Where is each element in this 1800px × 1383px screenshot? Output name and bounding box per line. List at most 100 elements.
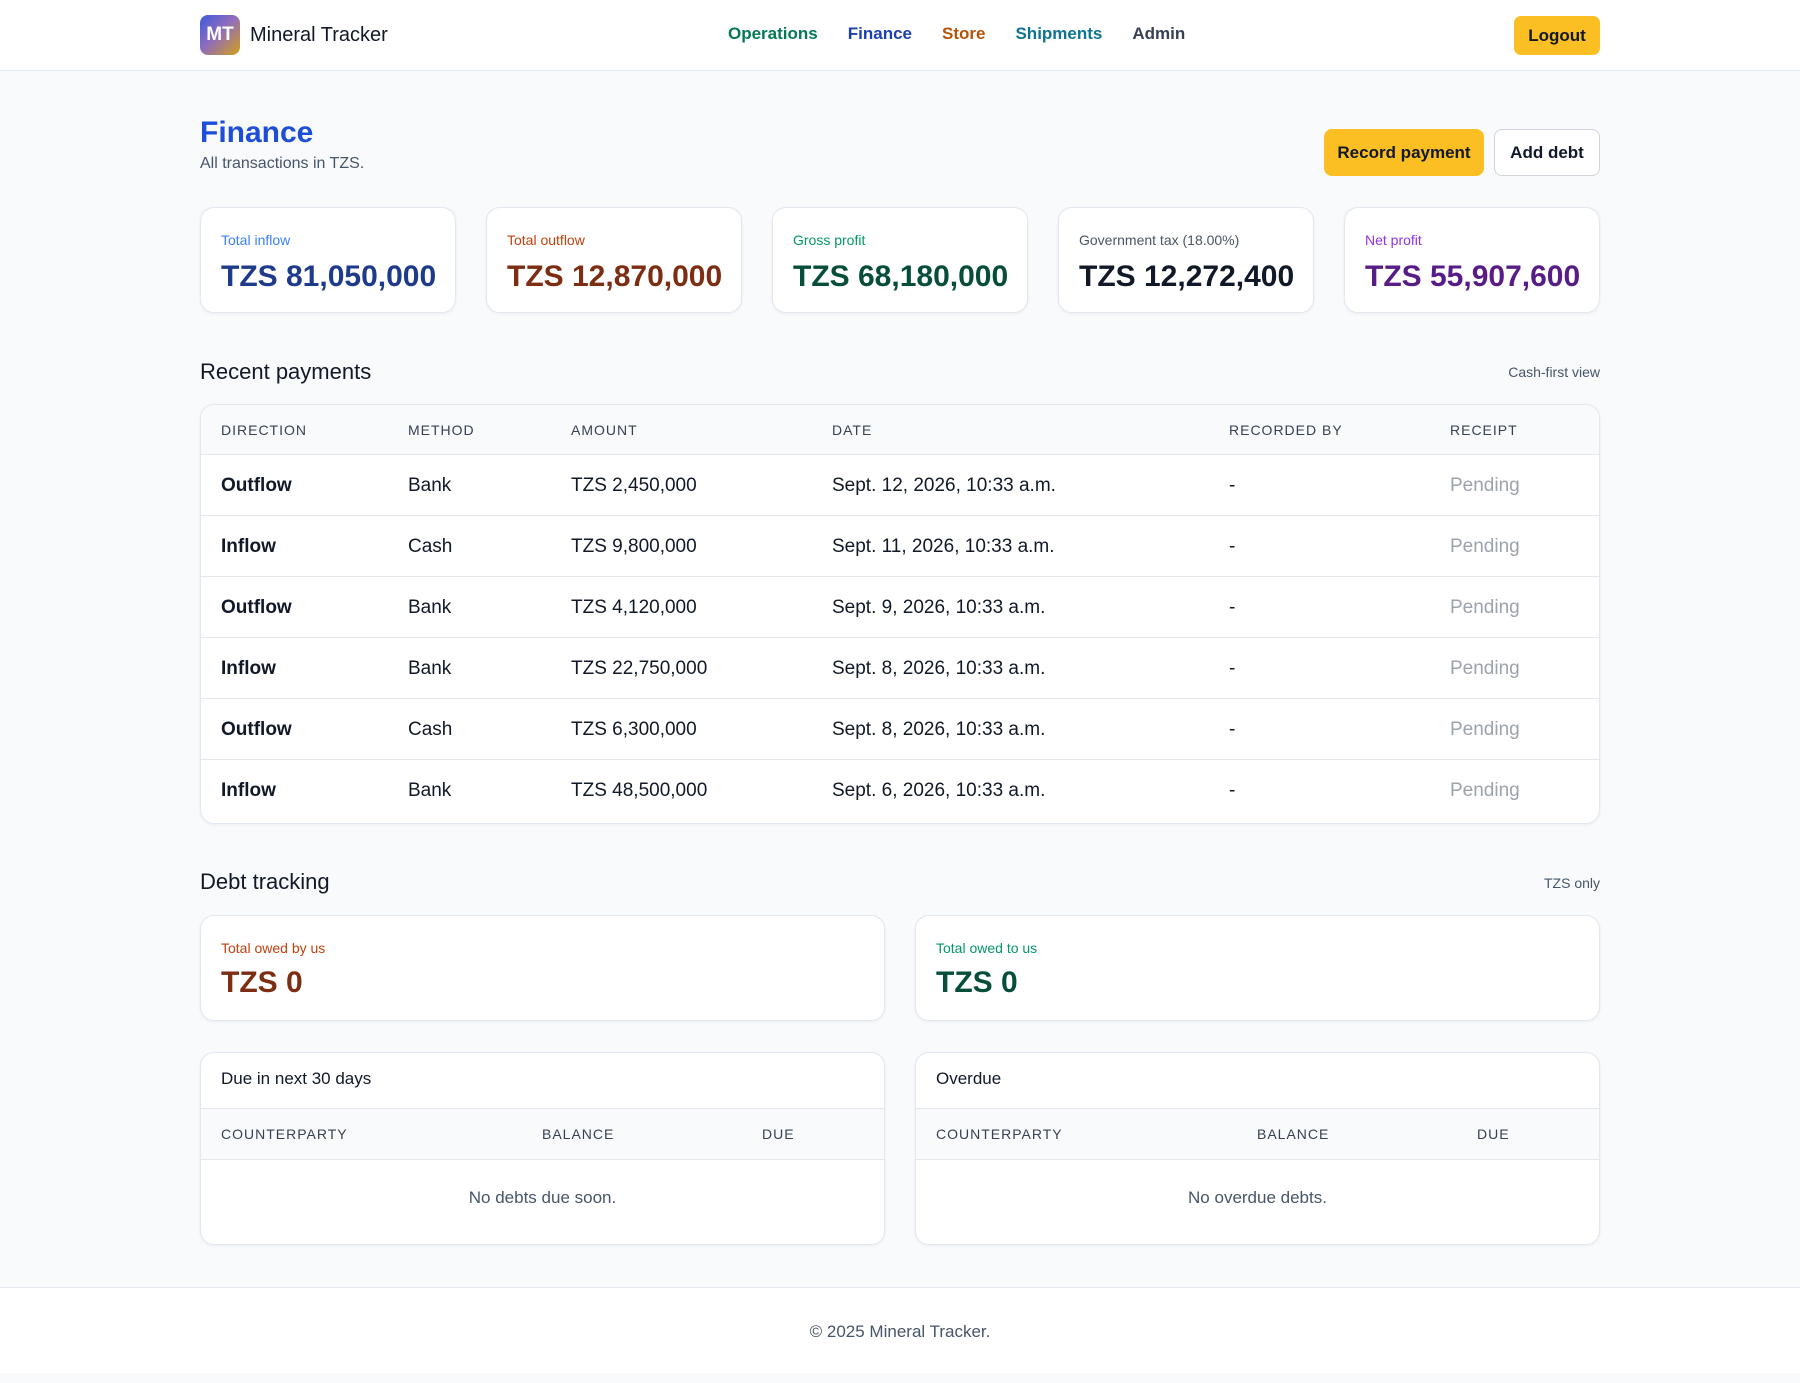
cell-method: Bank (408, 474, 452, 496)
stat-value: TZS 12,272,400 (1079, 260, 1295, 293)
logout-button[interactable]: Logout (1514, 16, 1600, 55)
cell-amount: TZS 4,120,000 (571, 596, 697, 618)
main-nav: Operations Finance Store Shipments Admin (728, 24, 1185, 44)
stat-value: TZS 55,907,600 (1365, 260, 1581, 293)
brand-name: Mineral Tracker (250, 23, 388, 46)
top-nav-bar: MT Mineral Tracker Operations Finance St… (0, 0, 1800, 71)
footer: © 2025 Mineral Tracker. (0, 1287, 1800, 1373)
cell-amount: TZS 48,500,000 (571, 779, 708, 801)
table-row[interactable]: Inflow Bank TZS 22,750,000 Sept. 8, 2026, 1… (201, 638, 1599, 699)
column-header-receipt: RECEIPT (1450, 422, 1518, 438)
cell-amount: TZS 6,300,000 (571, 718, 697, 740)
cell-method: Bank (408, 779, 452, 801)
cell-receipt: Pending (1450, 718, 1520, 740)
recent-payments-title: Recent payments (200, 359, 372, 384)
stat-value: TZS 68,180,000 (793, 260, 1009, 293)
cell-direction: Inflow (221, 779, 276, 801)
tzs-only-note: TZS only (1543, 875, 1600, 891)
page-subtitle: All transactions in TZS. (200, 155, 365, 172)
owed-by-us-label: Total owed by us (221, 940, 326, 956)
stat-label: Government tax (18.00%) (1079, 232, 1240, 248)
cell-date: Sept. 6, 2026, 10:33 a.m. (832, 779, 1046, 801)
column-header-due: DUE (762, 1126, 795, 1142)
page-title: Finance (200, 116, 314, 149)
owed-to-us-value: TZS 0 (936, 966, 1018, 999)
cell-receipt: Pending (1450, 535, 1520, 557)
cell-method: Cash (408, 535, 453, 557)
cell-recorded-by: - (1229, 718, 1236, 740)
cell-recorded-by: - (1229, 474, 1236, 496)
cell-date: Sept. 8, 2026, 10:33 a.m. (832, 657, 1046, 679)
table-header: DIRECTION METHOD AMOUNT DATE RECORDED BY… (201, 405, 1599, 455)
cell-method: Cash (408, 718, 453, 740)
cell-recorded-by: - (1229, 596, 1236, 618)
column-header-direction: DIRECTION (221, 422, 307, 438)
column-header-recorded-by: RECORDED BY (1229, 422, 1343, 438)
table-row[interactable]: Inflow Bank TZS 48,500,000 Sept. 6, 2026, 1… (201, 760, 1599, 821)
column-header-due: DUE (1477, 1126, 1510, 1142)
stat-card-net-profit: Net profit TZS 55,907,600 (1344, 207, 1600, 313)
cell-date: Sept. 11, 2026, 10:33 a.m. (832, 535, 1055, 557)
nav-store[interactable]: Store (942, 24, 986, 43)
table-row[interactable]: Outflow Bank TZS 2,450,000 Sept. 12, 2026, … (201, 455, 1599, 516)
cell-recorded-by: - (1229, 779, 1236, 801)
cell-receipt: Pending (1450, 474, 1520, 496)
cell-amount: TZS 22,750,000 (571, 657, 708, 679)
owed-by-us-value: TZS 0 (221, 966, 303, 999)
stat-label: Gross profit (793, 232, 866, 248)
cell-recorded-by: - (1229, 535, 1236, 557)
column-header-date: DATE (832, 422, 873, 438)
brand[interactable]: MT Mineral Tracker (200, 15, 388, 55)
cell-direction: Outflow (221, 596, 292, 618)
stat-card-government-tax: Government tax (18.00%) TZS 12,272,400 (1058, 207, 1314, 313)
brand-logo: MT (200, 15, 240, 55)
add-debt-button[interactable]: Add debt (1494, 129, 1600, 176)
footer-copyright: © 2025 Mineral Tracker. (809, 1322, 991, 1341)
column-header-balance: BALANCE (542, 1126, 615, 1142)
overdue-table-header: COUNTERPARTY BALANCE DUE (916, 1108, 1599, 1160)
cell-date: Sept. 9, 2026, 10:33 a.m. (832, 596, 1046, 618)
due-soon-panel: Due in next 30 days COUNTERPARTY BALANCE… (200, 1052, 885, 1245)
cell-recorded-by: - (1229, 657, 1236, 679)
overdue-empty-message: No overdue debts. (1188, 1188, 1327, 1207)
payments-table: DIRECTION METHOD AMOUNT DATE RECORDED BY… (200, 404, 1600, 824)
stat-label: Net profit (1365, 232, 1422, 248)
due-soon-empty-message: No debts due soon. (468, 1188, 617, 1207)
column-header-method: METHOD (408, 422, 475, 438)
cell-direction: Inflow (221, 657, 276, 679)
column-header-counterparty: COUNTERPARTY (221, 1126, 348, 1142)
table-row[interactable]: Inflow Cash TZS 9,800,000 Sept. 11, 2026, 1… (201, 516, 1599, 577)
table-row[interactable]: Outflow Cash TZS 6,300,000 Sept. 8, 2026, 1… (201, 699, 1599, 760)
cell-amount: TZS 9,800,000 (571, 535, 697, 557)
stat-value: TZS 12,870,000 (507, 260, 723, 293)
nav-finance[interactable]: Finance (847, 24, 912, 43)
debt-tracking-title: Debt tracking (200, 869, 330, 894)
cell-direction: Outflow (221, 474, 292, 496)
record-payment-button[interactable]: Record payment (1324, 129, 1484, 176)
due-soon-table-header: COUNTERPARTY BALANCE DUE (201, 1108, 884, 1160)
stat-card-gross-profit: Gross profit TZS 68,180,000 (772, 207, 1028, 313)
cell-method: Bank (408, 596, 452, 618)
stat-value: TZS 81,050,000 (221, 260, 437, 293)
cell-date: Sept. 12, 2026, 10:33 a.m. (832, 474, 1056, 496)
cell-receipt: Pending (1450, 779, 1520, 801)
owed-to-us-card: Total owed to us TZS 0 (915, 915, 1600, 1021)
cell-method: Bank (408, 657, 452, 679)
table-row[interactable]: Outflow Bank TZS 4,120,000 Sept. 9, 2026, 1… (201, 577, 1599, 638)
column-header-amount: AMOUNT (571, 422, 638, 438)
column-header-balance: BALANCE (1257, 1126, 1330, 1142)
owed-to-us-label: Total owed to us (936, 940, 1038, 956)
owed-by-us-card: Total owed by us TZS 0 (200, 915, 885, 1021)
cell-amount: TZS 2,450,000 (571, 474, 697, 496)
column-header-counterparty: COUNTERPARTY (936, 1126, 1063, 1142)
nav-admin[interactable]: Admin (1132, 24, 1186, 43)
nav-shipments[interactable]: Shipments (1015, 24, 1103, 43)
nav-operations[interactable]: Operations (728, 24, 818, 43)
stat-card-total-inflow: Total inflow TZS 81,050,000 (200, 207, 456, 313)
stat-label: Total inflow (221, 232, 291, 248)
cash-first-note: Cash-first view (1508, 364, 1600, 380)
cell-date: Sept. 8, 2026, 10:33 a.m. (832, 718, 1046, 740)
cell-receipt: Pending (1450, 657, 1520, 679)
cell-receipt: Pending (1450, 596, 1520, 618)
overdue-panel: Overdue COUNTERPARTY BALANCE DUE No over… (915, 1052, 1600, 1245)
